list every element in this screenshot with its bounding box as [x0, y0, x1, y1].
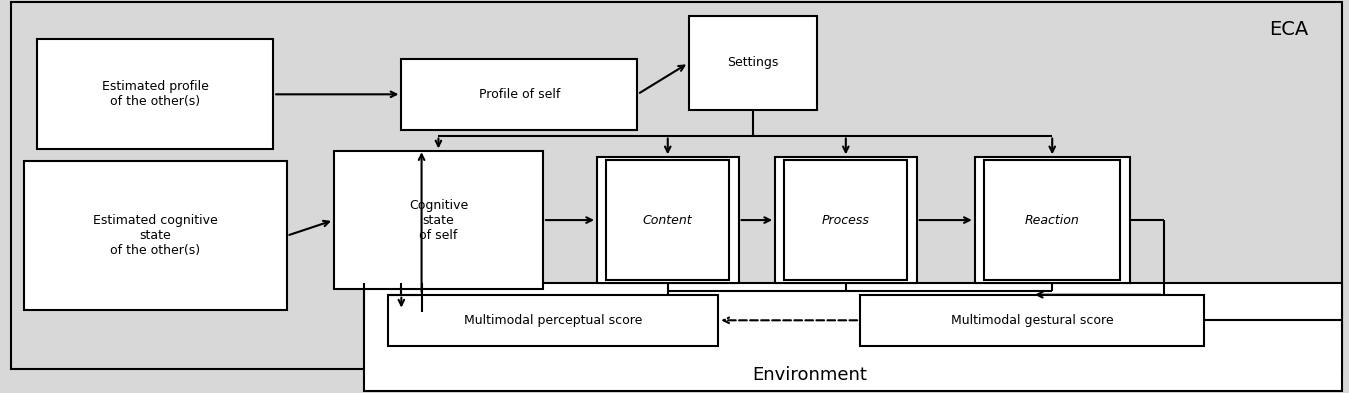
- FancyBboxPatch shape: [985, 160, 1120, 280]
- FancyBboxPatch shape: [11, 2, 1342, 369]
- FancyBboxPatch shape: [784, 160, 907, 280]
- Text: Cognitive
state
of self: Cognitive state of self: [409, 198, 468, 242]
- Text: Process: Process: [822, 213, 870, 227]
- Text: Content: Content: [643, 213, 692, 227]
- FancyBboxPatch shape: [774, 157, 917, 283]
- FancyBboxPatch shape: [689, 16, 817, 110]
- FancyBboxPatch shape: [389, 295, 718, 346]
- Text: Reaction: Reaction: [1025, 213, 1079, 227]
- Text: ECA: ECA: [1269, 20, 1309, 39]
- Text: Estimated profile
of the other(s): Estimated profile of the other(s): [101, 80, 209, 108]
- Text: Profile of self: Profile of self: [479, 88, 560, 101]
- FancyBboxPatch shape: [861, 295, 1203, 346]
- Text: Settings: Settings: [727, 56, 778, 70]
- Text: Multimodal perceptual score: Multimodal perceptual score: [464, 314, 642, 327]
- Text: Estimated cognitive
state
of the other(s): Estimated cognitive state of the other(s…: [93, 214, 217, 257]
- FancyBboxPatch shape: [24, 161, 287, 310]
- FancyBboxPatch shape: [974, 157, 1130, 283]
- FancyBboxPatch shape: [364, 283, 1342, 391]
- Text: Multimodal gestural score: Multimodal gestural score: [951, 314, 1113, 327]
- FancyBboxPatch shape: [38, 39, 272, 149]
- FancyBboxPatch shape: [335, 151, 542, 289]
- Text: Environment: Environment: [751, 366, 867, 384]
- FancyBboxPatch shape: [606, 160, 728, 280]
- FancyBboxPatch shape: [596, 157, 739, 283]
- FancyBboxPatch shape: [402, 59, 637, 130]
